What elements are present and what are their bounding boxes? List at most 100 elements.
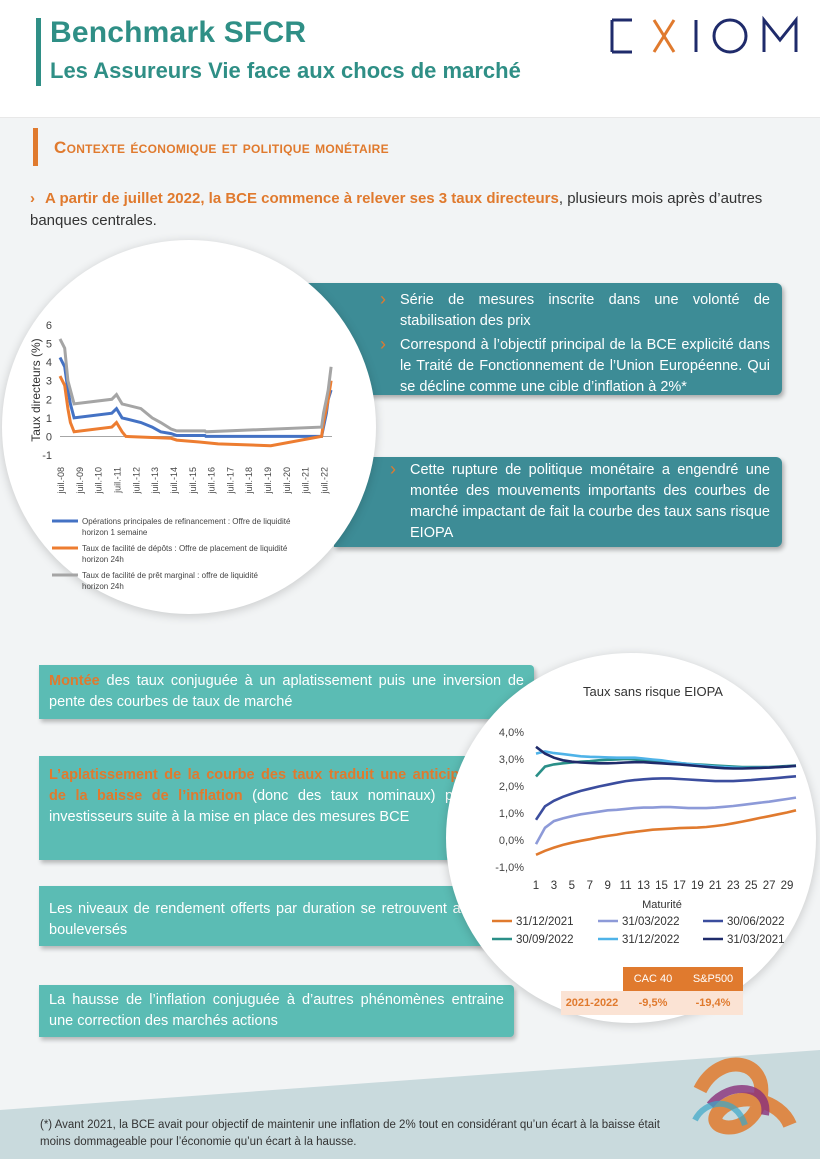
chart2-ytick: 0,0% [499,835,524,847]
chart1-legend-label: Taux de facilité de dépôts : Offre de pl… [82,544,288,564]
equity-performance-table: CAC 40 S&P500 2021-2022 -9,5% -19,4% [561,967,743,1015]
chart2-series-line-0 [535,809,797,856]
chart2-ytick: -1,0% [495,862,524,874]
chart1-xtick: juil.-11 [112,467,122,494]
table-header-cac40: CAC 40 [623,967,683,991]
banner2-bullet-1: Cette rupture de politique monétaire a e… [384,459,770,544]
chart1-xtick: juil.-20 [282,467,292,495]
table-corner [561,967,623,991]
chart2-xtick: 9 [605,880,611,892]
footnote: (*) Avant 2021, la BCE avait pour object… [40,1119,660,1148]
chart2-xtick: 27 [763,880,776,892]
chart2-series-line-1 [534,796,797,845]
ecb-rates-chart: Taux directeurs (%) -1 0 1 2 3 4 5 6 juil.-08 ju… [29,320,333,591]
box4-text: La hausse de l’inflation conjuguée à d’a… [49,992,504,1029]
chart2-legend-label: 31/03/2021 [727,934,785,946]
rate-rise-box: Montée des taux conjuguée à un aplatisse… [39,665,534,719]
chart2-xtick: 17 [673,880,686,892]
chart2-xtick: 15 [655,880,668,892]
banner1-bullet-1: Série de mesures inscrite dans une volon… [374,289,770,332]
page-subtitle: Les Assureurs Vie face aux chocs de marc… [50,58,521,83]
intro-highlight: A partir de juillet 2022, la BCE commenc… [45,190,559,207]
chart1-xtick: juil.-09 [75,467,85,495]
chart2-xtick: 3 [551,880,557,892]
chart1-legend-label: Taux de facilité de prêt marginal : offr… [82,571,259,591]
chart1-series-line-2 [58,338,333,434]
table-value-sp500: -19,4% [683,991,743,1015]
chart2-series-line-4 [535,750,797,770]
chart2-xtick: 21 [709,880,722,892]
chart2-xtick: 25 [745,880,758,892]
eiopa-rate-chart: Taux sans risque EIOPA Maturité -1,0% 0,0… [492,684,797,946]
chart2-xtick: 23 [727,880,740,892]
chart2-ytick: 3,0% [499,754,524,766]
chart2-ytick: 1,0% [499,808,524,820]
section-title: Contexte économique et politique monétai… [54,138,389,157]
eiopa-chart-circle [446,653,816,1023]
table-row-label: 2021-2022 [561,991,623,1015]
intro-paragraph: › A partir de juillet 2022, la BCE commen… [30,188,790,232]
yield-levels-box: Les niveaux de rendement offerts par dur… [39,886,494,946]
chart1-ytick: 4 [46,357,52,369]
chart1-xtick: juil.-17 [225,467,235,495]
table-header-sp500: S&P500 [683,967,743,991]
chart2-legend-label: 31/12/2021 [516,916,574,928]
flattening-box: L’aplatissement de la courbe des taux tr… [39,756,504,860]
chart1-xtick: juil.-13 [150,467,160,495]
chart1-xtick: juil.-15 [188,467,198,495]
intro-rest: , plusieurs mois après d’autres banques … [30,190,763,229]
box3-text: Les niveaux de rendement offerts par dur… [49,901,484,938]
box2-highlight: L’aplatissement de la courbe des taux tr… [49,767,494,804]
box2-text: (donc des taux nominaux) par les investi… [49,788,494,825]
rupture-banner: Cette rupture de politique monétaire a e… [334,457,782,547]
chart1-ytick: 5 [46,339,52,351]
chart2-legend-label: 31/12/2022 [622,934,680,946]
chart2-xtick: 1 [533,880,539,892]
exiom-logo [610,15,798,54]
banner1-bullet-2: Correspond à l’objectif principal de la … [374,334,770,398]
chart1-ytick: 1 [46,413,52,425]
chevron-right-icon: › [30,190,35,207]
chart1-xtick: juil.-18 [244,467,254,495]
chart1-ytick: -1 [42,450,52,462]
chart1-xtick: juil.-08 [56,467,66,495]
chart2-legend-label: 30/09/2022 [516,934,574,946]
chart2-xtick: 7 [587,880,593,892]
chart2-title: Taux sans risque EIOPA [583,684,723,699]
chart1-xtick: juil.-10 [94,467,104,495]
inflation-box: La hausse de l’inflation conjuguée à d’a… [39,985,514,1037]
chart2-series-line-2 [534,775,797,821]
section-accent-bar [33,128,38,166]
chart1-xtick: juil.-14 [169,467,179,495]
table-value-cac40: -9,5% [623,991,683,1015]
chart2-series-line-5 [535,745,797,770]
chart2-xtick: 13 [637,880,650,892]
chart1-series-line-0 [58,356,333,438]
page-title: Benchmark SFCR [50,16,307,49]
chart1-ytick: 3 [46,376,52,388]
chart2-xtick: 19 [691,880,704,892]
bce-measures-banner: Série de mesures inscrite dans une volon… [296,283,782,395]
chart1-xtick: juil.-21 [301,467,311,495]
chart1-ytick: 6 [46,320,52,332]
chart1-xtick: juil.-12 [131,467,141,495]
chart2-legend-label: 31/03/2022 [622,916,680,928]
chart1-ytick: 2 [46,394,52,406]
box1-highlight: Montée [49,673,100,689]
chart1-xtick: juil.-19 [263,467,273,495]
header-accent-bar [36,18,41,86]
box1-text: des taux conjuguée à un aplatissement pu… [49,673,524,710]
chart2-ytick: 4,0% [499,727,524,739]
chart2-xtick: 29 [781,880,794,892]
chart1-xtick: juil.-16 [207,467,217,495]
ribbon-swirl-graphic [692,1057,797,1135]
chart1-ytick: 0 [46,431,52,443]
chart2-xtick: 11 [620,880,632,892]
chart1-ylabel: Taux directeurs (%) [29,338,43,441]
footer-background [0,1050,820,1159]
chart2-xtick: 5 [569,880,575,892]
chart2-xlabel: Maturité [642,899,682,911]
chart1-xtick: juil.-22 [320,467,330,495]
chart2-ytick: 2,0% [499,781,524,793]
page-header [0,0,820,118]
